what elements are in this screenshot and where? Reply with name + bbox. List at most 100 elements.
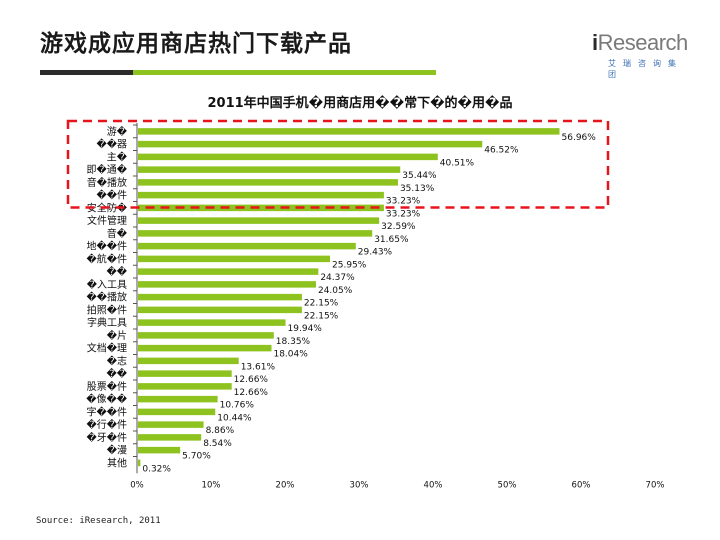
x-tick-label: 60%	[572, 480, 591, 490]
bar	[138, 268, 319, 275]
highlight-box	[66, 119, 610, 209]
source-note: Source: iResearch, 2011	[36, 516, 161, 526]
value-label: 24.37%	[320, 273, 355, 283]
bar	[138, 128, 560, 135]
bar	[138, 306, 302, 314]
title-underline-dark	[40, 70, 133, 75]
iresearch-logo: iResearch 艾瑞咨询集团	[592, 30, 692, 79]
category-label: 游�	[107, 125, 128, 138]
category-label: 地��件	[86, 240, 127, 253]
logo-wordmark: iResearch	[592, 30, 692, 56]
bar	[138, 383, 232, 390]
category-label: �像��	[86, 393, 128, 406]
category-label: 音�	[107, 227, 128, 240]
x-tick-label: 10%	[202, 480, 221, 490]
category-label: 主�	[107, 150, 128, 163]
bar	[138, 166, 401, 173]
category-label: �入工具	[87, 278, 127, 291]
logo-research: Research	[597, 30, 689, 55]
category-label: 文件管理	[87, 214, 127, 227]
value-label: 56.96%	[562, 133, 597, 143]
value-label: 25.95%	[332, 260, 367, 270]
bar	[138, 293, 302, 301]
bar	[138, 281, 316, 288]
bar	[138, 344, 272, 352]
category-label: ��件	[96, 189, 127, 202]
value-label: 24.05%	[318, 286, 353, 296]
bar	[138, 242, 356, 250]
value-label: 22.15%	[304, 299, 339, 309]
logo-subtitle: 艾瑞咨询集团	[608, 59, 683, 79]
value-label: 35.13%	[400, 184, 435, 194]
category-label: 音�播放	[87, 176, 127, 189]
bar	[138, 230, 373, 237]
category-label: �志	[107, 354, 127, 367]
category-label: �漫	[107, 444, 127, 457]
bar	[138, 408, 216, 416]
bar	[138, 459, 141, 467]
value-label: 33.23%	[386, 209, 421, 219]
page-title: 游戏成应用商店热门下载产品	[40, 31, 352, 57]
value-label: 33.23%	[386, 197, 421, 207]
category-label: �行�件	[86, 418, 127, 431]
value-label: 19.94%	[288, 324, 323, 334]
category-label: 股票�件	[87, 380, 127, 393]
category-label: 其他	[107, 456, 127, 469]
bar	[138, 370, 232, 377]
category-label: ��	[106, 265, 127, 278]
category-label: �航�件	[86, 252, 127, 265]
category-label: �牙�件	[86, 431, 127, 444]
value-label: 35.44%	[402, 171, 437, 181]
bar	[138, 255, 331, 263]
x-tick-label: 20%	[276, 480, 295, 490]
category-label: 即�通�	[86, 163, 127, 176]
x-tick-label: 40%	[424, 480, 443, 490]
bar	[138, 395, 218, 403]
value-label: 29.43%	[358, 248, 393, 258]
bar	[138, 191, 384, 199]
bar	[138, 434, 202, 441]
value-label: 8.86%	[206, 426, 235, 436]
bar	[138, 421, 204, 428]
value-label: 18.04%	[273, 350, 308, 360]
x-tick-label: 30%	[350, 480, 369, 490]
value-label: 10.44%	[217, 413, 252, 423]
chart-title: 2011年中国手机�用商店用��常下�的�用�品	[207, 96, 513, 111]
title-underline-green	[133, 70, 436, 75]
value-label: 40.51%	[440, 158, 475, 168]
category-label: �片	[107, 329, 127, 342]
category-label: 字典工具	[87, 316, 127, 329]
value-label: 0.32%	[142, 464, 171, 474]
bar	[138, 332, 274, 339]
logo-i: i	[592, 30, 598, 55]
bar	[138, 204, 384, 212]
value-label: 13.61%	[241, 362, 276, 372]
bar	[138, 153, 438, 161]
bar	[138, 357, 239, 365]
category-label: 字��件	[86, 405, 127, 418]
category-label: ��播放	[86, 291, 127, 304]
x-tick-label: 50%	[498, 480, 517, 490]
bar	[138, 319, 286, 326]
category-label: 拍照�件	[87, 303, 127, 316]
value-label: 18.35%	[276, 337, 311, 347]
category-label: ��器	[96, 138, 127, 151]
bar	[138, 446, 181, 454]
value-label: 46.52%	[484, 146, 519, 156]
value-label: 10.76%	[220, 401, 255, 411]
x-tick-label: 70%	[646, 480, 665, 490]
value-label: 12.66%	[234, 388, 269, 398]
value-label: 22.15%	[304, 311, 339, 321]
category-label: 文档�理	[87, 342, 127, 355]
value-label: 5.70%	[182, 452, 211, 462]
bar	[138, 217, 380, 224]
x-tick-label: 0%	[130, 480, 144, 490]
value-label: 12.66%	[234, 375, 269, 385]
bar	[138, 179, 398, 186]
bar	[138, 140, 483, 148]
value-label: 32.59%	[381, 222, 416, 232]
value-label: 31.65%	[374, 235, 409, 245]
value-label: 8.54%	[203, 439, 232, 449]
category-label: ��	[106, 367, 127, 380]
